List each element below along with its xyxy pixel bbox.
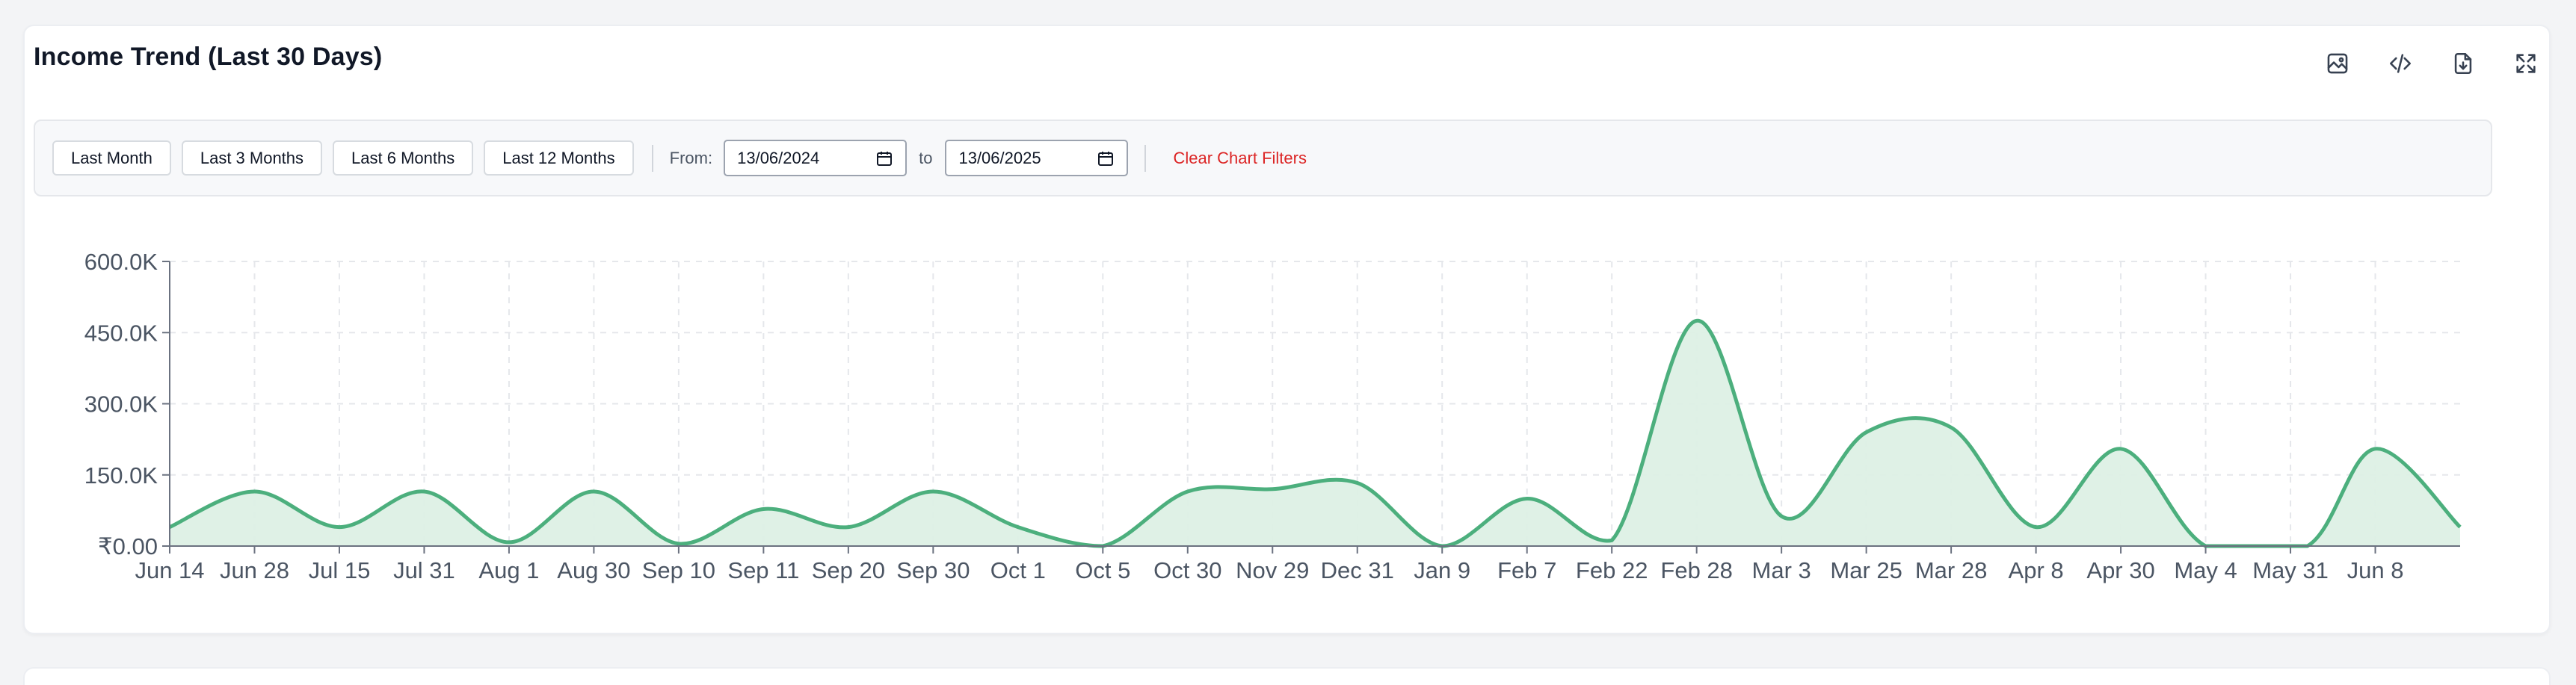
x-tick-label: Sep 10 xyxy=(642,557,715,583)
to-date-field[interactable]: 13/06/2025 xyxy=(945,140,1129,176)
code-icon[interactable] xyxy=(2380,43,2421,84)
from-label: From: xyxy=(669,148,713,167)
x-tick-label: Sep 20 xyxy=(812,557,885,583)
last-6-months-button[interactable]: Last 6 Months xyxy=(333,140,474,176)
filter-divider xyxy=(1144,144,1147,172)
download-icon[interactable] xyxy=(2443,43,2483,84)
x-tick-label: Apr 8 xyxy=(2009,557,2064,583)
to-date-value: 13/06/2025 xyxy=(958,148,1041,167)
x-tick-label: Mar 25 xyxy=(1830,557,1902,583)
chart-toolbar xyxy=(2317,43,2546,84)
x-tick-label: Jul 15 xyxy=(309,557,371,583)
x-tick-label: Nov 29 xyxy=(1236,557,1309,583)
calendar-icon[interactable] xyxy=(875,149,893,167)
y-tick-label: 450.0K xyxy=(84,320,158,346)
next-card xyxy=(23,667,2551,685)
x-tick-label: Oct 5 xyxy=(1075,557,1130,583)
last-12-months-button[interactable]: Last 12 Months xyxy=(484,140,634,176)
x-tick-label: Feb 22 xyxy=(1576,557,1648,583)
x-tick-label: Mar 28 xyxy=(1915,557,1987,583)
x-tick-label: Jun 14 xyxy=(135,557,204,583)
clear-chart-filters-link[interactable]: Clear Chart Filters xyxy=(1173,148,1307,167)
x-tick-label: Feb 28 xyxy=(1660,557,1733,583)
x-tick-label: Sep 11 xyxy=(727,557,799,583)
x-tick-label: Aug 30 xyxy=(557,557,630,583)
from-date-field[interactable]: 13/06/2024 xyxy=(724,140,908,176)
x-tick-label: Oct 30 xyxy=(1153,557,1221,583)
x-tick-label: Mar 3 xyxy=(1752,557,1811,583)
chart-svg: ₹0.00 150.0K 300.0K 450.0K 600.0K Jun 14 Jun 2… xyxy=(84,249,2462,583)
x-tick-label: Jun 8 xyxy=(2347,557,2404,583)
x-tick-label: Dec 31 xyxy=(1321,557,1394,583)
from-date-value: 13/06/2024 xyxy=(737,148,820,167)
x-tick-label: Feb 7 xyxy=(1497,557,1556,583)
chart-title: Income Trend (Last 30 Days) xyxy=(34,43,383,71)
income-trend-chart: ₹0.00 150.0K 300.0K 450.0K 600.0K Jun 14 Jun 2… xyxy=(23,239,2551,598)
image-icon[interactable] xyxy=(2317,43,2358,84)
x-tick-label: Apr 30 xyxy=(2086,557,2154,583)
x-tick-label: Jun 28 xyxy=(220,557,289,583)
income-area-fill xyxy=(170,320,2460,546)
to-label: to xyxy=(919,148,933,167)
x-tick-label: May 4 xyxy=(2174,557,2237,583)
x-tick-label: Jan 9 xyxy=(1414,557,1470,583)
calendar-icon[interactable] xyxy=(1097,149,1115,167)
y-tick-label: 600.0K xyxy=(84,249,158,275)
chart-filter-bar: Last Month Last 3 Months Last 6 Months L… xyxy=(34,120,2492,196)
filter-divider xyxy=(651,144,653,172)
x-tick-label: Jul 31 xyxy=(393,557,455,583)
x-tick-label: Sep 30 xyxy=(896,557,970,583)
last-3-months-button[interactable]: Last 3 Months xyxy=(181,140,323,176)
last-month-button[interactable]: Last Month xyxy=(52,140,171,176)
y-tick-label: 150.0K xyxy=(84,462,158,489)
y-tick-label: 300.0K xyxy=(84,391,158,418)
income-series-line xyxy=(168,318,2462,548)
y-tick-label: ₹0.00 xyxy=(98,533,158,560)
x-tick-label: Aug 1 xyxy=(478,557,539,583)
fullscreen-icon[interactable] xyxy=(2506,43,2546,84)
x-tick-label: Oct 1 xyxy=(990,557,1046,583)
x-tick-label: May 31 xyxy=(2252,557,2329,583)
